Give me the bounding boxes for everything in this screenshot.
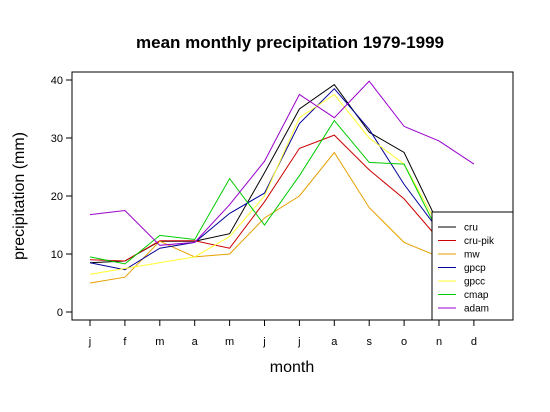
series-lines <box>89 80 475 284</box>
series-line-gpcp <box>89 87 475 271</box>
legend-label-gpcp: gpcp <box>464 263 486 274</box>
x-tick-label: n <box>436 336 442 348</box>
y-tick-label: 30 <box>51 133 63 145</box>
x-tick-label: j <box>297 336 300 348</box>
x-tick-label: d <box>471 336 477 348</box>
series-line-cmap <box>89 119 475 265</box>
x-tick-label: m <box>225 336 234 348</box>
series-line-cru-pik <box>89 134 474 262</box>
x-tick-label: m <box>155 336 164 348</box>
legend-label-gpcc: gpcc <box>464 277 485 288</box>
y-tick-label: 20 <box>51 191 63 203</box>
x-tick-label: a <box>331 336 338 348</box>
legend-label-adam: adam <box>464 304 489 315</box>
x-tick-label: s <box>366 336 372 348</box>
y-axis-label: precipitation (mm) <box>11 132 28 260</box>
legend-label-cru: cru <box>464 223 478 234</box>
series-line-cru <box>89 83 475 264</box>
x-tick-label: j <box>88 336 91 348</box>
series-line-adam <box>89 80 475 246</box>
x-tick-label: f <box>123 336 127 348</box>
x-tick-label: j <box>262 336 265 348</box>
legend-label-mw: mw <box>464 250 480 261</box>
x-axis-label: month <box>270 359 314 376</box>
y-axis: 0 10 20 30 40 <box>51 75 72 319</box>
y-tick-label: 0 <box>57 307 63 319</box>
y-tick-label: 40 <box>51 75 63 87</box>
x-tick-label: a <box>192 336 199 348</box>
series-line-mw <box>89 151 474 284</box>
x-tick-label: o <box>401 336 407 348</box>
legend-label-cru-pik: cru-pik <box>464 236 495 247</box>
legend: cru cru-pik mw gpcp gpcc cmap adam <box>431 211 514 321</box>
legend-label-cmap: cmap <box>464 290 489 301</box>
chart-title: mean monthly precipitation 1979-1999 <box>136 33 444 52</box>
legend-box <box>431 211 514 321</box>
y-tick-label: 10 <box>51 249 63 261</box>
